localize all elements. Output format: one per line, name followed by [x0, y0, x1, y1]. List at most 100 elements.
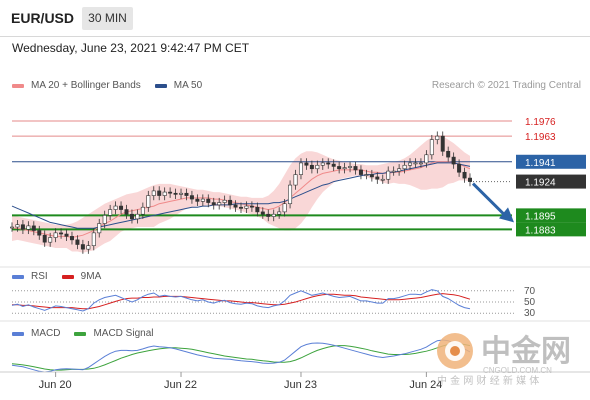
forecast-arrow-head — [499, 207, 514, 223]
candle-body — [222, 199, 227, 203]
cngold-logo-icon: 中金网 CNGOLD.COM.CN 中 金 网 财 经 新 媒 体 — [437, 333, 571, 387]
candle-body — [440, 135, 445, 152]
rsi-level-label: 30 — [524, 308, 536, 319]
level-label-box — [516, 174, 586, 189]
candle-body — [429, 139, 434, 156]
x-tick-label: Jun 20 — [39, 379, 72, 391]
candle-body — [91, 232, 96, 246]
candle-body — [206, 198, 211, 203]
candle-body — [140, 206, 145, 215]
candle-body — [26, 225, 31, 230]
candle-body — [266, 213, 271, 217]
candle-body — [64, 233, 69, 237]
ma50-swatch — [154, 83, 167, 88]
x-tick-label: Jun 24 — [409, 379, 442, 391]
candle-body — [358, 169, 363, 175]
level-label-box — [516, 208, 586, 223]
macd-legend: MACD MACD Signal — [12, 328, 167, 339]
candle-body — [200, 198, 205, 202]
level-label-box — [516, 154, 586, 169]
candle-body — [375, 176, 380, 180]
candle-body — [364, 174, 369, 176]
candle-body — [304, 162, 309, 166]
candle-body — [260, 211, 265, 215]
candle-body — [228, 199, 233, 206]
candle-body — [15, 224, 20, 228]
rsi-9ma-legend-label: 9MA — [80, 271, 102, 282]
candle-body — [462, 171, 467, 179]
candle-body — [119, 205, 124, 210]
candle-body — [102, 215, 107, 224]
candle-body — [435, 135, 440, 140]
x-tick-label: Jun 22 — [164, 379, 197, 391]
ma50-legend-label: MA 50 — [173, 80, 203, 91]
candle-body — [331, 163, 336, 167]
level-label-1.1963: 1.1963 — [525, 132, 556, 143]
bollinger-band — [12, 135, 470, 253]
rsi-legend: RSI 9MA — [12, 271, 115, 282]
candle-body — [146, 195, 151, 208]
candle-body — [151, 190, 156, 196]
candle-body — [195, 198, 200, 202]
candle-body — [42, 234, 47, 243]
candle-body — [446, 150, 451, 158]
macd-legend-label: MACD — [31, 328, 61, 339]
candle-body — [244, 205, 249, 209]
ma20-legend-label: MA 20 + Bollinger Bands — [31, 80, 141, 91]
candle-body — [255, 206, 260, 213]
level-label-1.1883: 1.1883 — [525, 225, 556, 236]
candle-body — [457, 163, 462, 173]
rsi-level-label: 70 — [524, 286, 536, 297]
main-legend: MA 20 + Bollinger Bands MA 50 — [12, 80, 216, 91]
candle-body — [418, 162, 423, 165]
candle-body — [271, 213, 276, 217]
candle-body — [342, 167, 347, 170]
forecast-arrow — [471, 182, 506, 216]
candle-body — [293, 174, 298, 186]
candle-body — [75, 239, 80, 245]
macd-line — [11, 339, 471, 373]
rsi-legend-label: RSI — [31, 271, 48, 282]
watermark-domain: CNGOLD.COM.CN — [483, 366, 552, 375]
chart-header: EUR/USD 30 MIN — [0, 0, 590, 37]
candle-body — [424, 154, 429, 164]
candle-body — [48, 237, 53, 243]
rsi-9ma-swatch — [61, 274, 74, 279]
ma20-swatch — [12, 83, 24, 88]
candle-body — [37, 230, 42, 236]
candle-body — [239, 206, 243, 209]
macd-swatch — [12, 331, 24, 336]
candle-body — [326, 162, 331, 165]
candle-body — [20, 224, 25, 230]
candle-body — [298, 162, 303, 175]
candle-body — [282, 203, 287, 213]
candle-body — [348, 166, 353, 168]
candle-body — [402, 164, 407, 170]
candle-body — [397, 168, 402, 172]
rsi-swatch — [12, 274, 24, 279]
candle-body — [217, 202, 222, 206]
rsi-level-label: 50 — [524, 297, 536, 308]
level-label-1.1924: 1.1924 — [525, 178, 556, 189]
candle-body — [468, 177, 472, 182]
candle-body — [288, 184, 293, 205]
x-tick-label: Jun 23 — [284, 379, 317, 391]
candle-body — [86, 245, 91, 250]
candle-body — [157, 190, 162, 196]
watermark-tagline: 中 金 网 财 经 新 媒 体 — [437, 374, 539, 387]
candle-body — [129, 213, 134, 220]
rsi-9ma-line — [12, 293, 471, 310]
candle-body — [315, 164, 320, 170]
candle-body — [277, 211, 282, 215]
candle-body — [353, 166, 358, 171]
level-label-box — [516, 222, 586, 237]
candle-body — [309, 164, 314, 170]
candle-body — [80, 244, 85, 250]
symbol-label: EUR/USD — [11, 10, 75, 26]
timestamp: Wednesday, June 23, 2021 9:42:47 PM CET — [12, 41, 250, 55]
timeframe-button[interactable]: 30 MIN — [82, 7, 133, 30]
candle-body — [233, 204, 238, 208]
candle-body — [189, 195, 194, 200]
candle-body — [337, 166, 342, 170]
